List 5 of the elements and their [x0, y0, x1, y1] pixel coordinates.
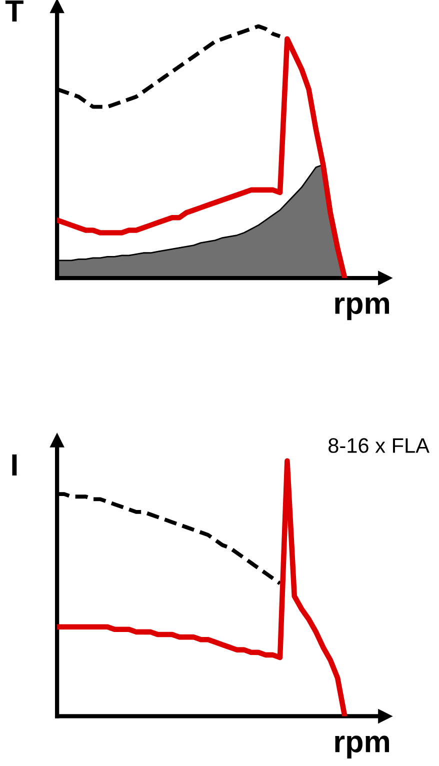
- text: 8-16 x FLA: [328, 438, 430, 453]
- y-axis-title: I: [12, 454, 17, 476]
- x-axis-title: rpm: [335, 736, 390, 758]
- x-axis-title: rpm: [335, 297, 390, 320]
- y-axis-title: T: [5, 0, 24, 22]
